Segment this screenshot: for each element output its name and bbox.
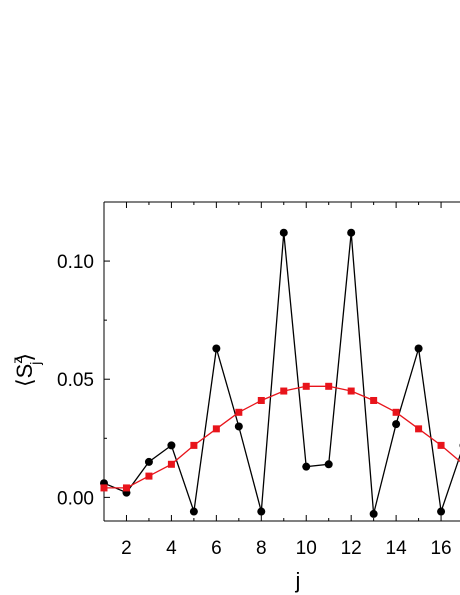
x-tick-label: 16 — [430, 538, 451, 559]
data-point — [414, 344, 423, 353]
data-point — [370, 396, 378, 404]
data-point — [347, 387, 355, 395]
data-point — [257, 396, 265, 404]
y-tick-label: 0.05 — [57, 370, 94, 391]
data-point — [324, 460, 333, 469]
data-point — [145, 472, 153, 480]
data-point — [144, 457, 153, 466]
data-point — [437, 507, 446, 516]
data-point — [369, 509, 378, 518]
data-point — [325, 382, 333, 390]
data-point — [280, 387, 288, 395]
x-tick-label: 10 — [296, 538, 317, 559]
x-tick-label: 6 — [211, 538, 222, 559]
y-tick-label: 0.10 — [57, 252, 94, 273]
data-point — [235, 408, 243, 416]
y-axis-title: ⟨Sz j⟩ — [9, 353, 43, 387]
x-tick-label: 12 — [341, 538, 362, 559]
data-point — [167, 460, 175, 468]
data-point — [392, 420, 401, 429]
series-layer — [100, 228, 460, 518]
data-point — [212, 344, 221, 353]
x-axis-title: j — [295, 568, 301, 593]
data-point — [190, 441, 198, 449]
data-point — [302, 462, 311, 471]
data-point — [415, 425, 423, 433]
data-point — [347, 228, 356, 237]
series-1 — [100, 382, 460, 492]
x-tick-label: 14 — [386, 538, 408, 559]
data-point — [189, 507, 198, 516]
y-axis-title-close: ⟩ — [12, 353, 37, 362]
data-point — [392, 408, 400, 416]
series-0 — [100, 228, 460, 518]
data-point — [437, 441, 445, 449]
x-tick-label: 4 — [166, 538, 177, 559]
x-tick-label: 8 — [256, 538, 267, 559]
axes: 246810121416180.000.050.10 — [57, 201, 460, 559]
series-line — [103, 232, 460, 515]
y-tick-label: 0.00 — [57, 488, 94, 509]
data-point — [167, 441, 176, 450]
data-point — [257, 507, 266, 516]
data-point — [302, 382, 310, 390]
data-point — [122, 484, 130, 492]
data-point — [100, 484, 108, 492]
x-tick-label: 2 — [121, 538, 132, 559]
data-point — [212, 425, 220, 433]
y-axis-title-main: ⟨S — [12, 364, 37, 387]
y-axis-title-superscript: z — [9, 357, 25, 364]
data-point — [279, 228, 288, 237]
series-line — [104, 385, 460, 489]
data-point — [234, 422, 243, 431]
y-axis-title-subscript: j — [27, 362, 43, 366]
